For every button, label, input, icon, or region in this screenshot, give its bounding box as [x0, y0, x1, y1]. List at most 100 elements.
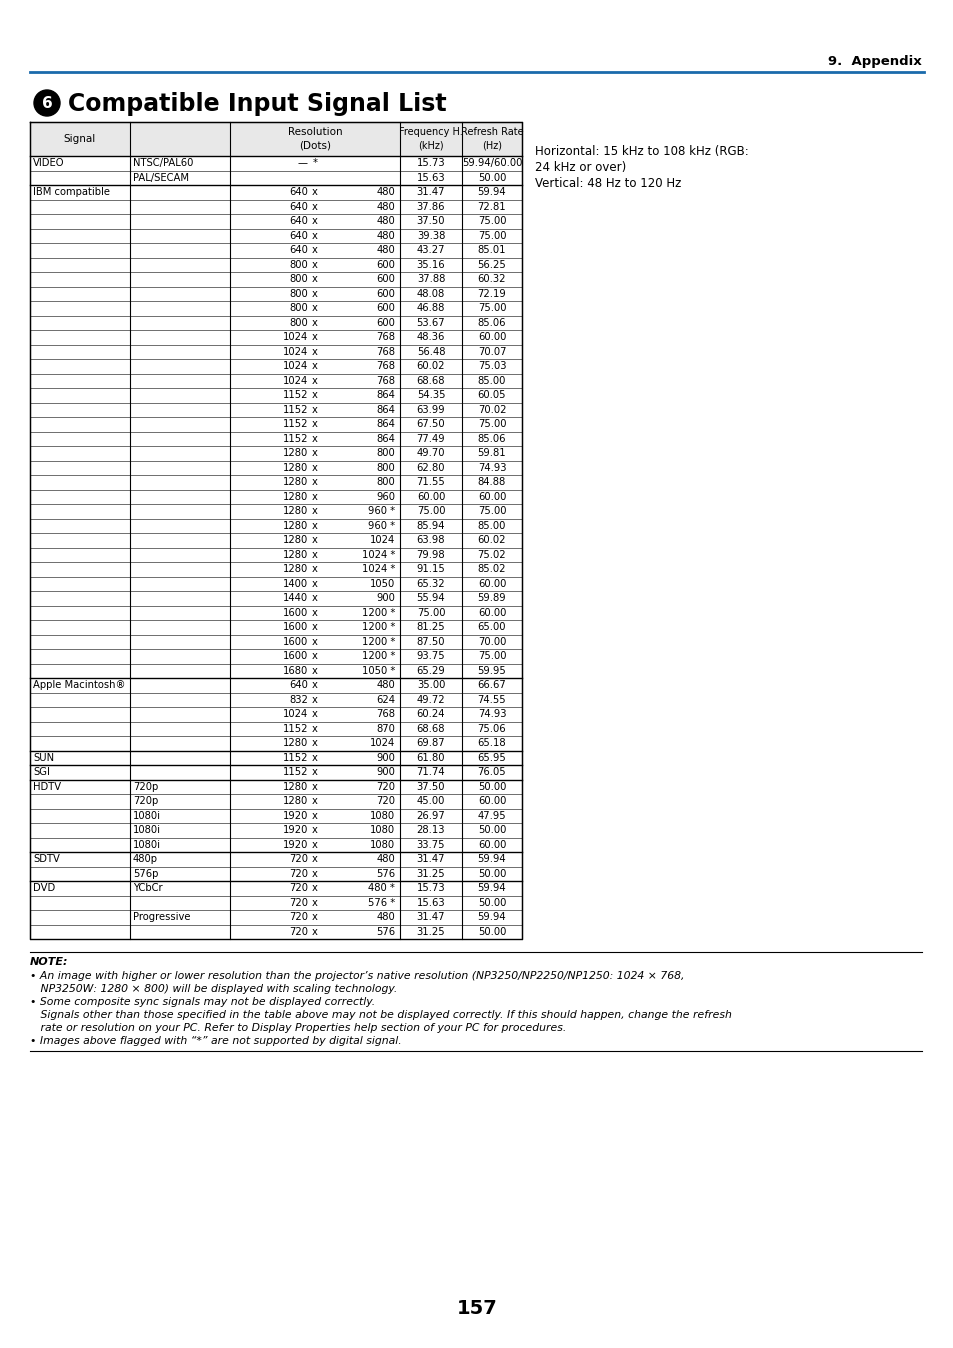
Text: x: x [312, 260, 317, 270]
Text: VIDEO: VIDEO [33, 158, 65, 168]
Text: x: x [312, 332, 317, 342]
Text: 54.35: 54.35 [416, 391, 445, 400]
Text: 60.05: 60.05 [477, 391, 506, 400]
Text: 56.25: 56.25 [477, 260, 506, 270]
Text: 1280: 1280 [282, 535, 308, 545]
Text: 480: 480 [375, 855, 395, 864]
Text: x: x [312, 231, 317, 241]
Text: x: x [312, 187, 317, 197]
Text: 960 *: 960 * [368, 507, 395, 516]
Text: 56.48: 56.48 [416, 346, 445, 357]
Text: 864: 864 [375, 404, 395, 415]
Text: 1600: 1600 [282, 636, 308, 647]
Text: 65.29: 65.29 [416, 666, 445, 675]
Text: Vertical: 48 Hz to 120 Hz: Vertical: 48 Hz to 120 Hz [535, 177, 680, 190]
Text: 870: 870 [375, 724, 395, 733]
Text: x: x [312, 404, 317, 415]
Text: 75.00: 75.00 [477, 651, 506, 662]
Text: 720: 720 [289, 913, 308, 922]
Text: 50.00: 50.00 [477, 898, 506, 907]
Text: rate or resolution on your PC. Refer to Display Properties help section of your : rate or resolution on your PC. Refer to … [30, 1023, 566, 1033]
Text: x: x [312, 666, 317, 675]
Text: 28.13: 28.13 [416, 825, 445, 836]
Text: 900: 900 [375, 593, 395, 604]
Text: x: x [312, 927, 317, 937]
Text: NP3250W: 1280 × 800) will be displayed with scaling technology.: NP3250W: 1280 × 800) will be displayed w… [30, 984, 397, 993]
Text: *: * [313, 158, 317, 168]
Text: x: x [312, 694, 317, 705]
Text: 864: 864 [375, 391, 395, 400]
Text: 68.68: 68.68 [416, 376, 445, 386]
Text: 720p: 720p [132, 782, 158, 791]
Text: 33.75: 33.75 [416, 840, 445, 849]
Text: 37.50: 37.50 [416, 216, 445, 226]
Text: 66.67: 66.67 [477, 681, 506, 690]
Text: 1280: 1280 [282, 449, 308, 458]
Text: 50.00: 50.00 [477, 782, 506, 791]
Text: 75.00: 75.00 [477, 231, 506, 241]
Text: 800: 800 [289, 318, 308, 328]
Text: 47.95: 47.95 [477, 810, 506, 821]
Text: 1152: 1152 [282, 419, 308, 429]
Text: 15.73: 15.73 [416, 883, 445, 894]
Text: (kHz): (kHz) [417, 142, 443, 151]
Text: 1280: 1280 [282, 782, 308, 791]
Text: 1920: 1920 [282, 810, 308, 821]
Text: Compatible Input Signal List: Compatible Input Signal List [68, 92, 446, 116]
Text: 157: 157 [456, 1298, 497, 1317]
Text: 48.08: 48.08 [416, 288, 445, 299]
Text: 65.00: 65.00 [477, 623, 506, 632]
Text: 1152: 1152 [282, 767, 308, 778]
Text: 1200 *: 1200 * [361, 608, 395, 617]
Text: 60.00: 60.00 [477, 840, 506, 849]
Text: 1024: 1024 [282, 376, 308, 386]
Text: 59.89: 59.89 [477, 593, 506, 604]
Text: 61.80: 61.80 [416, 752, 445, 763]
Text: 84.88: 84.88 [477, 477, 506, 487]
Text: 60.00: 60.00 [477, 578, 506, 589]
Text: 960: 960 [375, 492, 395, 501]
Text: 31.25: 31.25 [416, 927, 445, 937]
Text: 37.88: 37.88 [416, 274, 445, 284]
Text: x: x [312, 391, 317, 400]
Text: 720: 720 [375, 797, 395, 806]
Text: x: x [312, 520, 317, 531]
Text: 600: 600 [375, 260, 395, 270]
Text: DVD: DVD [33, 883, 55, 894]
Text: 480: 480 [375, 245, 395, 255]
Text: 59.95: 59.95 [477, 666, 506, 675]
Text: • Images above flagged with “*” are not supported by digital signal.: • Images above flagged with “*” are not … [30, 1037, 401, 1046]
Text: 60.02: 60.02 [477, 535, 506, 545]
Text: 60.00: 60.00 [477, 608, 506, 617]
Text: x: x [312, 724, 317, 733]
Text: PAL/SECAM: PAL/SECAM [132, 173, 189, 183]
Text: 71.74: 71.74 [416, 767, 445, 778]
Text: 600: 600 [375, 318, 395, 328]
Text: 800: 800 [375, 462, 395, 473]
Text: x: x [312, 636, 317, 647]
Text: 75.00: 75.00 [477, 303, 506, 313]
Text: 53.67: 53.67 [416, 318, 445, 328]
Text: 75.00: 75.00 [477, 507, 506, 516]
Text: x: x [312, 361, 317, 371]
Text: 800: 800 [375, 449, 395, 458]
Text: x: x [312, 477, 317, 487]
Text: 1280: 1280 [282, 550, 308, 559]
Text: 59.94/60.00: 59.94/60.00 [461, 158, 521, 168]
Text: 600: 600 [375, 274, 395, 284]
Text: 1024: 1024 [282, 332, 308, 342]
Text: 75.00: 75.00 [416, 608, 445, 617]
Text: SGI: SGI [33, 767, 50, 778]
Text: 1200 *: 1200 * [361, 636, 395, 647]
Text: 75.03: 75.03 [477, 361, 506, 371]
Text: x: x [312, 535, 317, 545]
Text: x: x [312, 492, 317, 501]
Text: 480: 480 [375, 913, 395, 922]
Text: x: x [312, 303, 317, 313]
Text: 1024: 1024 [370, 739, 395, 748]
Text: 55.94: 55.94 [416, 593, 445, 604]
Text: 74.55: 74.55 [477, 694, 506, 705]
Text: x: x [312, 274, 317, 284]
Text: 600: 600 [375, 303, 395, 313]
Text: 49.72: 49.72 [416, 694, 445, 705]
